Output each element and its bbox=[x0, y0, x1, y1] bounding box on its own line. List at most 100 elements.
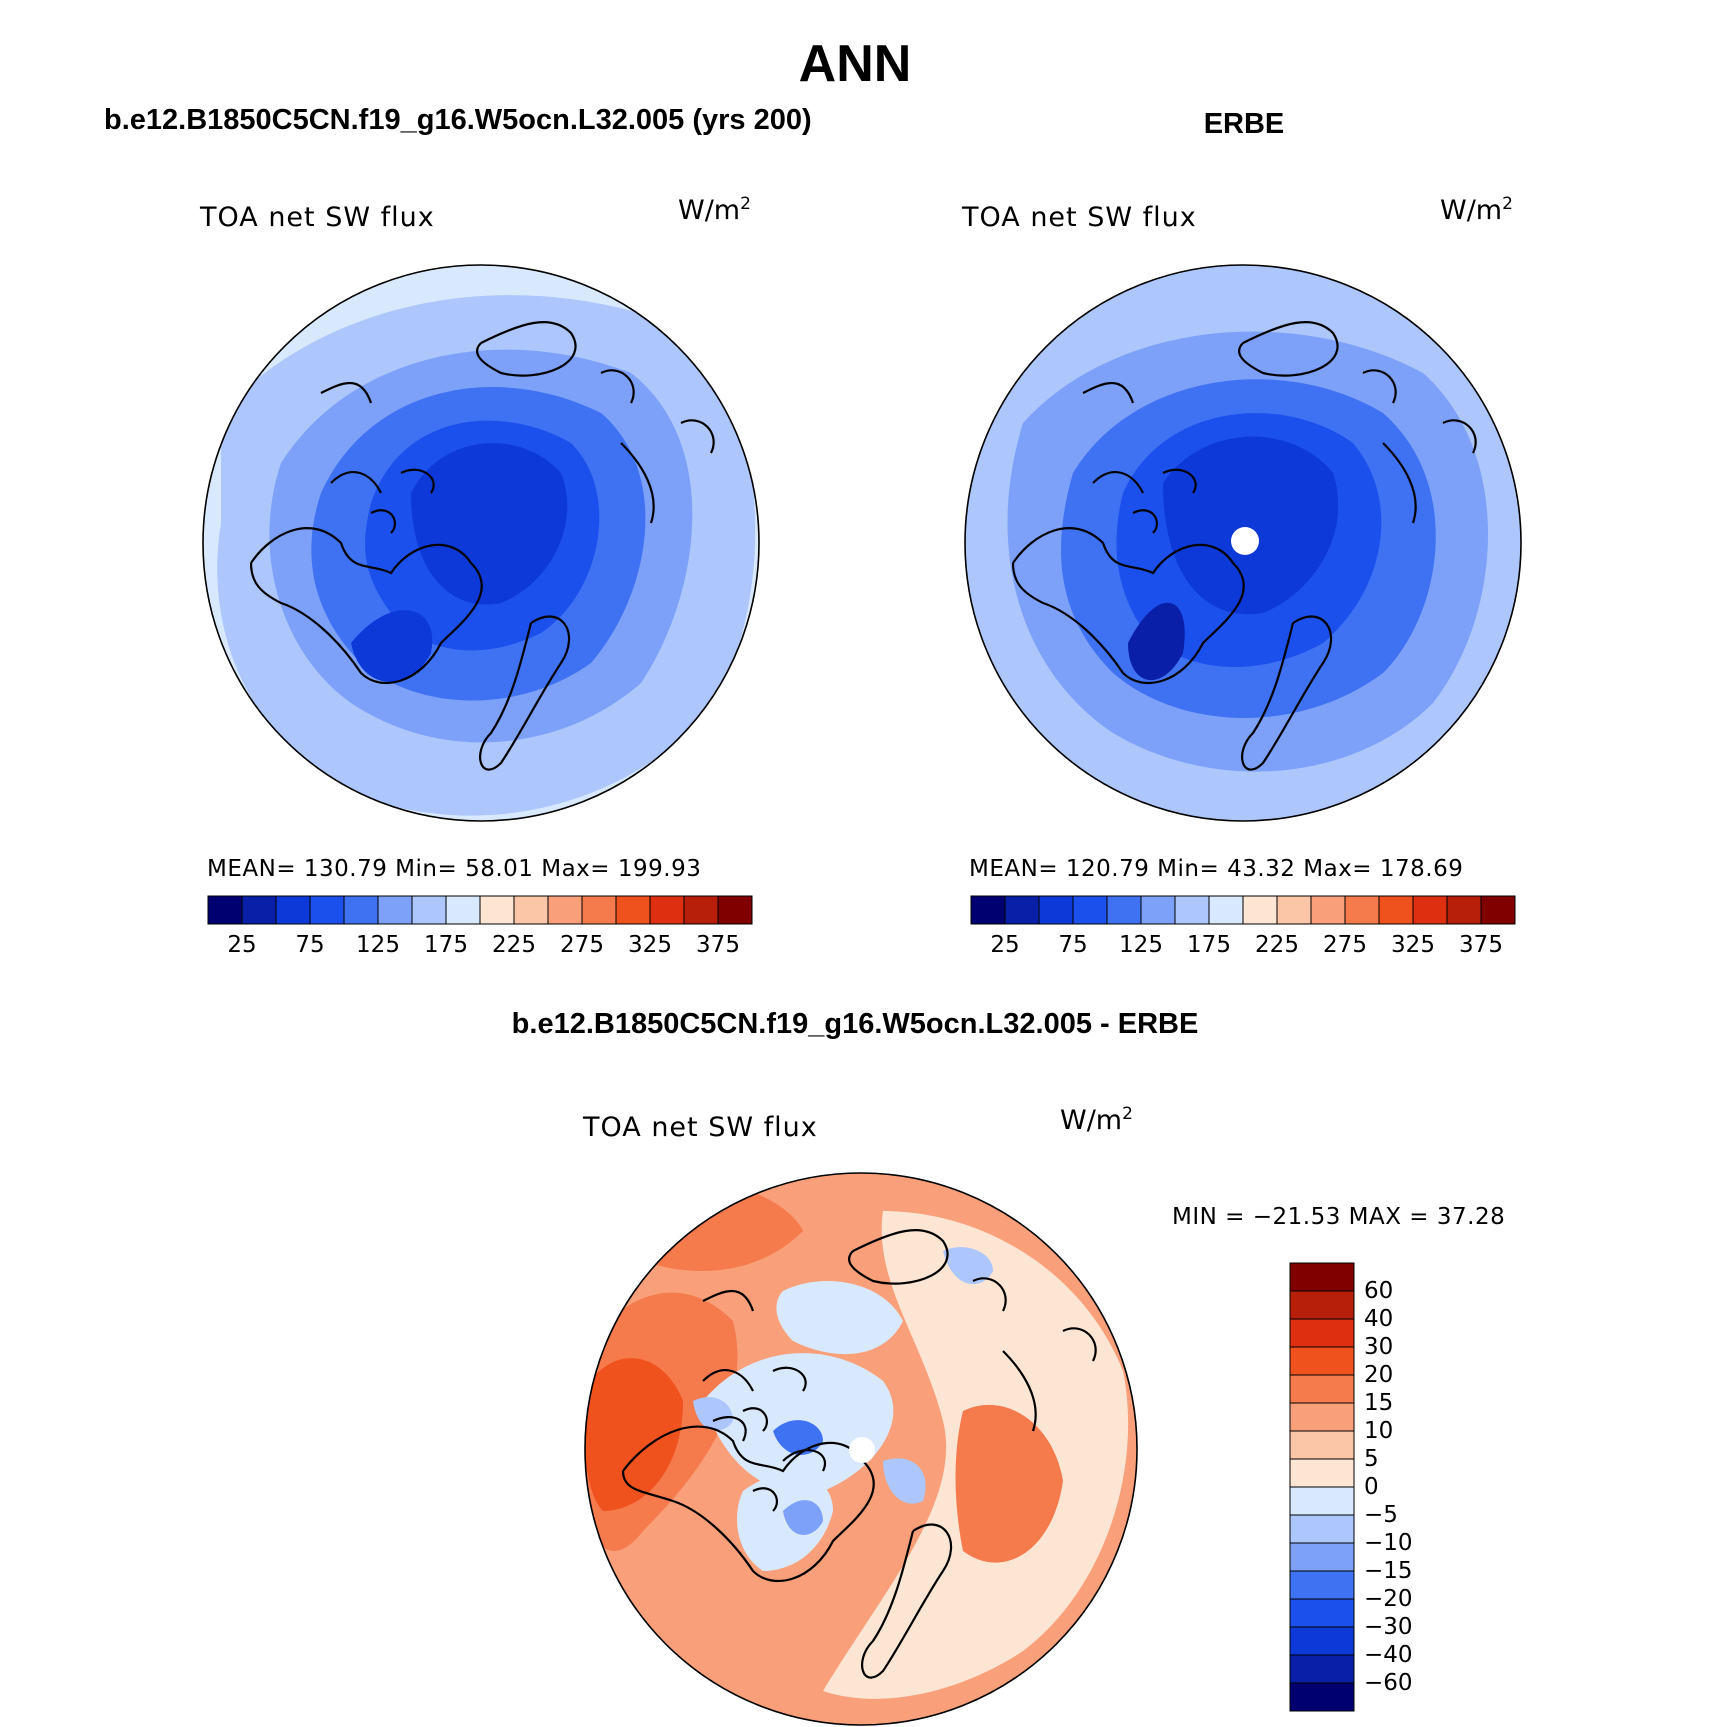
colorbar-tick-label: −30 bbox=[1364, 1614, 1413, 1640]
colorbar-tick-label: 15 bbox=[1364, 1390, 1394, 1416]
diff-stats: MIN = −21.53 MAX = 37.28 bbox=[1172, 1204, 1506, 1230]
colorbar-tick-label: −10 bbox=[1364, 1530, 1413, 1556]
colorbar-box bbox=[717, 895, 753, 925]
colorbar-tick-label: −40 bbox=[1364, 1642, 1413, 1668]
colorbar-box bbox=[1289, 1682, 1355, 1712]
colorbar-tick-label: 225 bbox=[1255, 932, 1299, 958]
colorbar-tick-label: 325 bbox=[628, 932, 672, 958]
colorbar-tick-label: −60 bbox=[1364, 1670, 1413, 1696]
colorbar-box bbox=[1289, 1262, 1355, 1292]
colorbar-box bbox=[1242, 895, 1278, 925]
colorbar-tick-label: 0 bbox=[1364, 1474, 1379, 1500]
colorbar-box bbox=[581, 895, 617, 925]
colorbar-box bbox=[275, 895, 311, 925]
colorbar-tick-label: −20 bbox=[1364, 1586, 1413, 1612]
colorbar-tick-label: 225 bbox=[492, 932, 536, 958]
colorbar-tick-label: 75 bbox=[1058, 932, 1088, 958]
diff-unit-label: W/m2 bbox=[1060, 1104, 1133, 1136]
colorbar-box bbox=[1106, 895, 1142, 925]
colorbar-box bbox=[1289, 1402, 1355, 1432]
colorbar-box bbox=[241, 895, 277, 925]
colorbar-tick-label: 40 bbox=[1364, 1306, 1394, 1332]
colorbar-box bbox=[1289, 1626, 1355, 1656]
colorbar-box bbox=[1289, 1290, 1355, 1320]
colorbar-box bbox=[1344, 895, 1380, 925]
colorbar-tick-label: 375 bbox=[1459, 932, 1503, 958]
diff-variable-label: TOA net SW flux bbox=[583, 1112, 818, 1143]
colorbar-box bbox=[1289, 1458, 1355, 1488]
colorbar-box bbox=[1289, 1430, 1355, 1460]
colorbar-box bbox=[1276, 895, 1312, 925]
colorbar-tick-label: 325 bbox=[1391, 932, 1435, 958]
colorbar-box bbox=[1289, 1542, 1355, 1572]
colorbar-box bbox=[207, 895, 243, 925]
obs-colorbar bbox=[970, 895, 1516, 925]
model-stats: MEAN= 130.79 Min= 58.01 Max= 199.93 bbox=[207, 856, 702, 882]
colorbar-box bbox=[615, 895, 651, 925]
colorbar-box bbox=[1378, 895, 1414, 925]
figure-title: ANN bbox=[798, 35, 912, 93]
colorbar-tick-label: 175 bbox=[1187, 932, 1231, 958]
colorbar-box bbox=[1289, 1486, 1355, 1516]
colorbar-tick-label: 375 bbox=[696, 932, 740, 958]
colorbar-tick-label: 75 bbox=[295, 932, 325, 958]
colorbar-box bbox=[1310, 895, 1346, 925]
colorbar-box bbox=[1446, 895, 1482, 925]
colorbar-box bbox=[1072, 895, 1108, 925]
obs-polar-map bbox=[964, 264, 1522, 822]
colorbar-box bbox=[1140, 895, 1176, 925]
colorbar-tick-label: 25 bbox=[227, 932, 257, 958]
diff-colorbar bbox=[1289, 1262, 1355, 1712]
colorbar-box bbox=[1174, 895, 1210, 925]
colorbar-box bbox=[547, 895, 583, 925]
colorbar-box bbox=[309, 895, 345, 925]
model-colorbar bbox=[207, 895, 753, 925]
model-unit-label: W/m2 bbox=[678, 194, 751, 226]
model-variable-label: TOA net SW flux bbox=[200, 202, 435, 233]
colorbar-tick-label: −5 bbox=[1364, 1502, 1398, 1528]
colorbar-tick-label: 60 bbox=[1364, 1278, 1394, 1304]
colorbar-box bbox=[1004, 895, 1040, 925]
colorbar-box bbox=[1289, 1318, 1355, 1348]
colorbar-box bbox=[1412, 895, 1448, 925]
colorbar-box bbox=[1038, 895, 1074, 925]
colorbar-tick-label: 125 bbox=[1119, 932, 1163, 958]
colorbar-box bbox=[970, 895, 1006, 925]
colorbar-box bbox=[513, 895, 549, 925]
colorbar-box bbox=[1289, 1654, 1355, 1684]
colorbar-box bbox=[1208, 895, 1244, 925]
colorbar-tick-label: 30 bbox=[1364, 1334, 1394, 1360]
colorbar-tick-label: 275 bbox=[560, 932, 604, 958]
colorbar-box bbox=[343, 895, 379, 925]
colorbar-box bbox=[1289, 1514, 1355, 1544]
obs-colorbar-ticks: 25 75 125 175 225 275 325 375 bbox=[0, 932, 1710, 962]
diff-polar-map bbox=[584, 1172, 1138, 1726]
colorbar-box bbox=[649, 895, 685, 925]
obs-variable-label: TOA net SW flux bbox=[962, 202, 1197, 233]
colorbar-box bbox=[1289, 1374, 1355, 1404]
colorbar-tick-label: 25 bbox=[990, 932, 1020, 958]
colorbar-box bbox=[479, 895, 515, 925]
diff-panel-title: b.e12.B1850C5CN.f19_g16.W5ocn.L32.005 - … bbox=[511, 1008, 1199, 1040]
colorbar-tick-label: 125 bbox=[356, 932, 400, 958]
colorbar-box bbox=[1289, 1570, 1355, 1600]
colorbar-box bbox=[683, 895, 719, 925]
colorbar-box bbox=[377, 895, 413, 925]
colorbar-tick-label: 175 bbox=[424, 932, 468, 958]
colorbar-box bbox=[1480, 895, 1516, 925]
colorbar-box bbox=[1289, 1346, 1355, 1376]
obs-unit-label: W/m2 bbox=[1440, 194, 1513, 226]
colorbar-tick-label: −15 bbox=[1364, 1558, 1413, 1584]
colorbar-tick-label: 275 bbox=[1323, 932, 1367, 958]
colorbar-box bbox=[411, 895, 447, 925]
colorbar-tick-label: 10 bbox=[1364, 1418, 1394, 1444]
obs-panel-title: ERBE bbox=[1203, 108, 1285, 140]
model-colorbar-ticks: 25 75 125 175 225 275 325 375 bbox=[0, 932, 1710, 962]
colorbar-tick-label: 5 bbox=[1364, 1446, 1379, 1472]
model-panel-title: b.e12.B1850C5CN.f19_g16.W5ocn.L32.005 (y… bbox=[104, 104, 812, 136]
diff-colorbar-ticks: 60 40 30 20 15 10 5 0 −5 −10 −15 −20 −30 −40 −60 bbox=[1364, 0, 1444, 1719]
colorbar-box bbox=[1289, 1598, 1355, 1628]
model-polar-map bbox=[202, 264, 760, 822]
colorbar-tick-label: 20 bbox=[1364, 1362, 1394, 1388]
colorbar-box bbox=[445, 895, 481, 925]
